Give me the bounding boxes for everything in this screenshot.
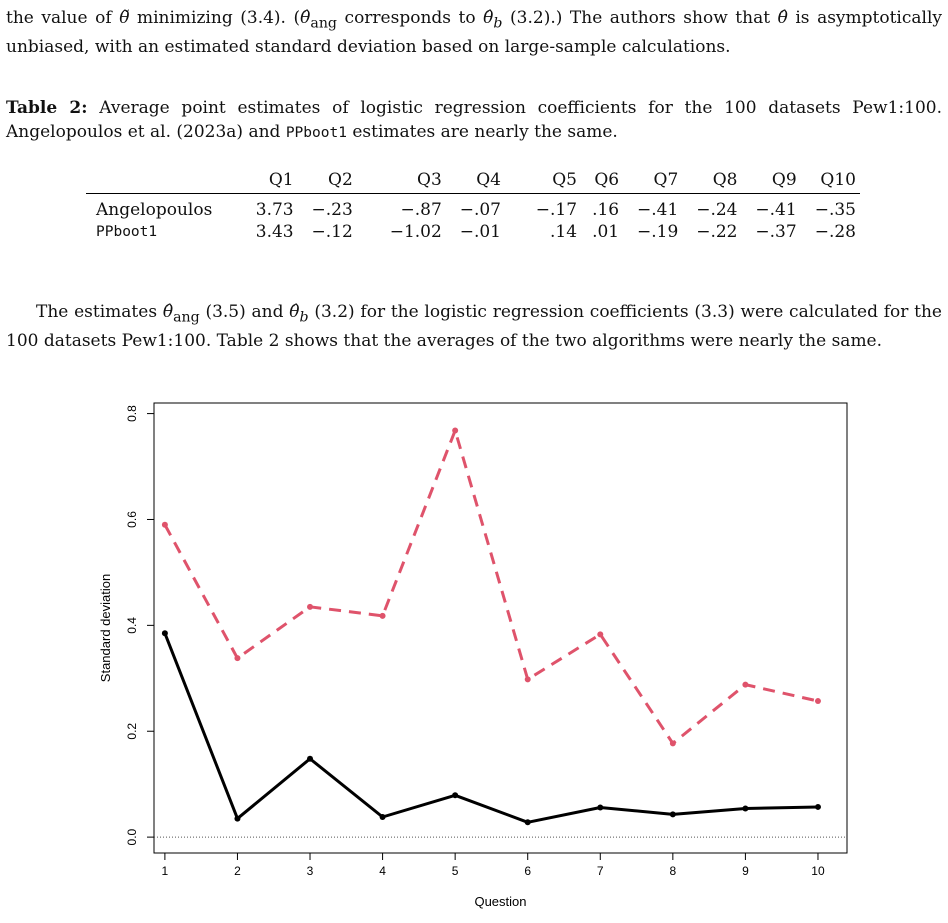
table-header-cell: Q3: [417, 170, 442, 190]
series-dashed-point: [524, 676, 531, 683]
table-cell: −.22: [696, 222, 738, 242]
table-header-cell: Q4: [476, 170, 501, 190]
table-header-cell: Q9: [771, 170, 797, 190]
series-solid-point: [669, 811, 676, 818]
table-cell: −.19: [637, 222, 679, 242]
x-tick-label: 6: [524, 864, 531, 878]
series-dashed-line: [163, 429, 819, 745]
table-cell: −.37: [755, 222, 797, 242]
table-cell: −1.02: [389, 222, 442, 242]
table-cell: .01: [592, 222, 620, 242]
series-dashed-point: [452, 427, 459, 434]
table-cell: −.17: [535, 200, 578, 220]
table-header-cell: Q8: [712, 170, 738, 190]
table-cell: 3.43: [255, 222, 294, 242]
series-dashed-point: [597, 631, 604, 638]
plot-frame: [153, 402, 848, 854]
series-solid-point: [524, 819, 531, 826]
x-tick-label: 8: [669, 864, 676, 878]
table-row-label: PPboot1: [96, 224, 158, 240]
x-tick-label: 2: [234, 864, 241, 878]
series-dashed-point: [234, 655, 241, 662]
series-dashed-point: [307, 603, 314, 610]
series-solid-point: [742, 805, 749, 812]
y-axis-label: Standard deviation: [98, 574, 113, 682]
y-tick-label: 0.0: [125, 828, 139, 845]
table-cell: .16: [592, 200, 620, 220]
table-header-row: Q1 Q2 Q3 Q4 Q5 Q6 Q7 Q8 Q9 Q10: [86, 170, 860, 194]
y-tick-label: 0.8: [125, 405, 139, 422]
table-cell: −.41: [755, 200, 797, 220]
x-tick-label: 3: [307, 864, 314, 878]
table-cell: −.07: [459, 200, 501, 220]
series-solid-point: [161, 630, 168, 637]
table-header-cell: Q1: [268, 170, 294, 190]
series-solid-point: [814, 803, 821, 810]
x-tick-label: 9: [742, 864, 749, 878]
estimates-table: Q1 Q2 Q3 Q4 Q5 Q6 Q7 Q8 Q9 Q10 Angelopou…: [86, 170, 860, 243]
y-tick-label: 0.4: [125, 617, 139, 634]
y-tick-label: 0.6: [125, 511, 139, 528]
y-tick-label: 0.2: [125, 723, 139, 740]
table-cell: −.12: [311, 222, 353, 242]
body-paragraph-2: The estimates θ̂ang (3.5) and θ̂b (3.2) …: [6, 302, 942, 352]
table-cell: −.35: [814, 200, 856, 220]
table-cell: −.24: [696, 200, 738, 220]
x-tick-label: 10: [811, 864, 825, 878]
table-row: PPboot1 3.43 −.12 −1.02 −.01 .14 .01 −.1…: [86, 221, 860, 243]
x-axis-label: Question: [474, 894, 526, 909]
series-solid-point: [307, 755, 314, 762]
table-header-cell: Q2: [328, 170, 353, 190]
table-header-cell: Q7: [653, 170, 679, 190]
x-tick-label: 1: [162, 864, 169, 878]
table-cell: 3.73: [255, 200, 294, 220]
table-cell: .14: [549, 222, 578, 242]
x-tick-label: 4: [379, 864, 386, 878]
table-cell: −.28: [814, 222, 856, 242]
table-cell: −.01: [459, 222, 501, 242]
table-row-label: Angelopoulos: [96, 200, 213, 220]
x-tick-label: 5: [452, 864, 459, 878]
series-dashed-point: [161, 521, 168, 528]
series-solid-point: [379, 814, 386, 820]
table-header-cell: Q5: [552, 170, 578, 190]
table-cell: −.87: [400, 200, 442, 220]
series-solid-point: [452, 792, 459, 799]
series-dashed-point: [669, 740, 676, 747]
series-dashed-point: [742, 681, 749, 688]
table-header-cell: Q10: [820, 170, 856, 190]
table-header-blank: [86, 170, 243, 194]
series-solid-point: [234, 815, 241, 822]
x-tick-label: 7: [597, 864, 604, 878]
table-cell: −.23: [311, 200, 353, 220]
body-paragraph-1: the value of θ̃ minimizing (3.4). (θ̂ang…: [6, 8, 943, 58]
series-solid-line: [163, 632, 819, 824]
table-header-cell: Q6: [594, 170, 620, 190]
table-caption: Table 2: Average point estimates of logi…: [6, 98, 942, 142]
table-row: Angelopoulos 3.73 −.23 −.87 −.07 −.17 .1…: [86, 194, 860, 222]
series-solid-point: [597, 804, 604, 811]
std-deviation-chart: 1 2 3 4 5 6 7 8 9 10 0.0 0.2 0.4 0.6 0.8 Question Standa…: [98, 402, 848, 909]
table-caption-label: Table 2:: [6, 98, 88, 118]
series-dashed-point: [814, 698, 821, 705]
series-dashed-point: [379, 612, 386, 619]
table-cell: −.41: [637, 200, 679, 220]
